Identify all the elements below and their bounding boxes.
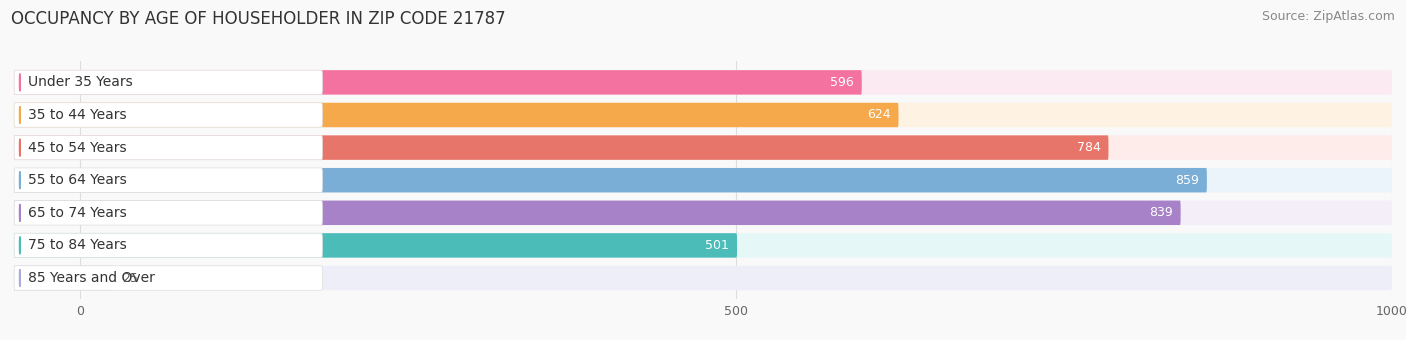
- FancyBboxPatch shape: [14, 103, 1392, 127]
- Text: 55 to 64 Years: 55 to 64 Years: [28, 173, 127, 187]
- FancyBboxPatch shape: [14, 233, 1392, 258]
- Text: 25: 25: [122, 272, 138, 285]
- FancyBboxPatch shape: [14, 168, 322, 192]
- FancyBboxPatch shape: [14, 168, 1392, 192]
- FancyBboxPatch shape: [14, 70, 862, 95]
- Text: 85 Years and Over: 85 Years and Over: [28, 271, 155, 285]
- FancyBboxPatch shape: [14, 103, 898, 127]
- FancyBboxPatch shape: [14, 70, 322, 95]
- FancyBboxPatch shape: [14, 233, 737, 258]
- FancyBboxPatch shape: [14, 266, 1392, 290]
- FancyBboxPatch shape: [14, 201, 322, 225]
- FancyBboxPatch shape: [14, 266, 112, 290]
- Text: 784: 784: [1077, 141, 1101, 154]
- Text: Source: ZipAtlas.com: Source: ZipAtlas.com: [1261, 10, 1395, 23]
- FancyBboxPatch shape: [14, 266, 322, 290]
- FancyBboxPatch shape: [14, 201, 1181, 225]
- FancyBboxPatch shape: [14, 168, 1206, 192]
- Text: 65 to 74 Years: 65 to 74 Years: [28, 206, 127, 220]
- FancyBboxPatch shape: [14, 135, 322, 160]
- Text: OCCUPANCY BY AGE OF HOUSEHOLDER IN ZIP CODE 21787: OCCUPANCY BY AGE OF HOUSEHOLDER IN ZIP C…: [11, 10, 506, 28]
- Text: 624: 624: [868, 108, 890, 121]
- Text: 35 to 44 Years: 35 to 44 Years: [28, 108, 127, 122]
- Text: 859: 859: [1175, 174, 1199, 187]
- Text: 75 to 84 Years: 75 to 84 Years: [28, 238, 127, 252]
- FancyBboxPatch shape: [14, 135, 1108, 160]
- Text: Under 35 Years: Under 35 Years: [28, 75, 132, 89]
- Text: 839: 839: [1149, 206, 1173, 219]
- FancyBboxPatch shape: [14, 233, 322, 258]
- Text: 501: 501: [706, 239, 730, 252]
- Text: 45 to 54 Years: 45 to 54 Years: [28, 141, 127, 155]
- FancyBboxPatch shape: [14, 70, 1392, 95]
- FancyBboxPatch shape: [14, 201, 1392, 225]
- Text: 596: 596: [830, 76, 853, 89]
- FancyBboxPatch shape: [14, 103, 322, 127]
- FancyBboxPatch shape: [14, 135, 1392, 160]
